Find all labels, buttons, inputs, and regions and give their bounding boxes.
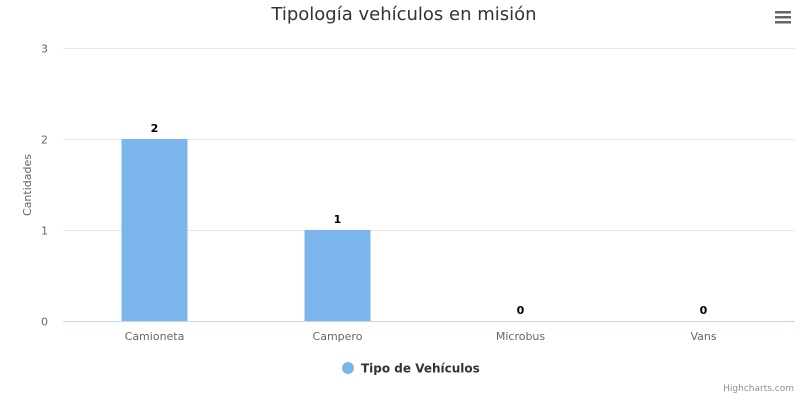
- data-label: 1: [334, 213, 342, 226]
- legend-item[interactable]: Tipo de Vehículos: [342, 362, 480, 376]
- x-tick-label: Microbus: [496, 330, 546, 343]
- bars: [121, 139, 371, 321]
- hamburger-menu-icon: [775, 11, 791, 14]
- y-tick-label: 0: [41, 316, 48, 329]
- hamburger-menu-icon: [775, 16, 791, 19]
- data-label: 0: [700, 304, 708, 317]
- y-axis-title: Cantidades: [21, 154, 34, 216]
- chart-title: Tipología vehículos en misión: [270, 4, 536, 25]
- y-axis-ticks: 0 1 2 3: [41, 43, 48, 329]
- legend-marker-icon: [342, 362, 354, 374]
- menu-button[interactable]: [770, 6, 796, 30]
- y-tick-label: 3: [41, 43, 48, 56]
- bar: [304, 230, 371, 321]
- data-labels: 2 1 0 0: [149, 121, 709, 319]
- legend-label[interactable]: Tipo de Vehículos: [361, 362, 480, 376]
- x-tick-label: Camioneta: [125, 330, 185, 343]
- data-label: 2: [151, 122, 159, 135]
- x-axis-labels: Camioneta Campero Microbus Vans: [125, 330, 717, 343]
- bar: [121, 139, 188, 321]
- y-tick-label: 1: [41, 225, 48, 238]
- x-tick-label: Vans: [690, 330, 716, 343]
- hamburger-menu-icon: [775, 21, 791, 24]
- credits-link[interactable]: Highcharts.com: [723, 384, 794, 394]
- y-tick-label: 2: [41, 134, 48, 147]
- x-tick-label: Campero: [313, 330, 363, 343]
- data-label: 0: [517, 304, 525, 317]
